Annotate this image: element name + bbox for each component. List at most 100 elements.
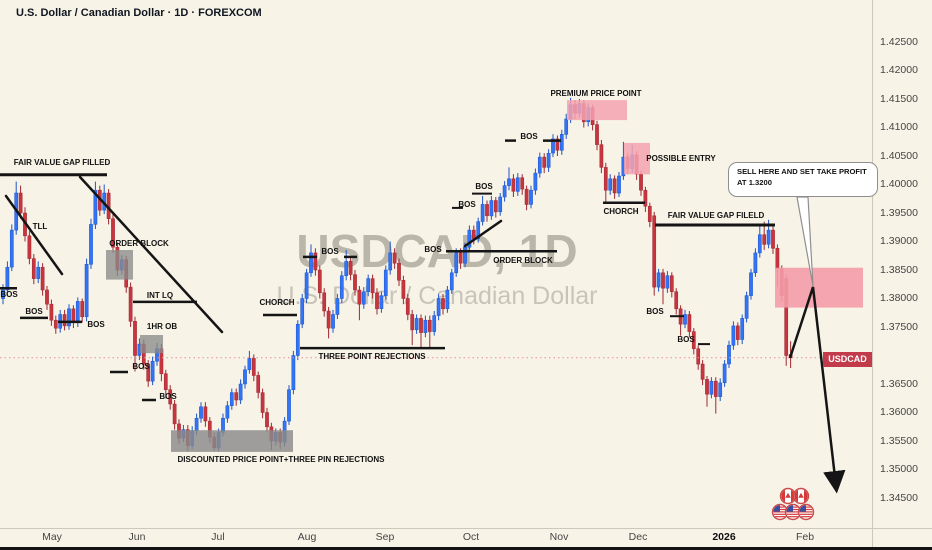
candle-up	[507, 178, 511, 186]
annotation-label[interactable]: BOS	[132, 362, 150, 371]
candle-down	[375, 292, 379, 310]
candle-down	[520, 177, 525, 190]
candle-down	[771, 229, 775, 249]
annotation-label[interactable]: BOS	[0, 290, 18, 299]
annotation-label[interactable]: CHORCH	[259, 298, 294, 307]
annotation-label[interactable]: POSSIBLE ENTRY	[646, 154, 716, 163]
candle-down	[669, 275, 674, 292]
candle-up	[454, 252, 459, 274]
time-tick-label: 2026	[712, 531, 736, 543]
annotation-label[interactable]: CHORCH	[603, 207, 638, 216]
annotation-label[interactable]: BOS	[646, 307, 664, 316]
candle-down	[524, 188, 529, 205]
annotation-label[interactable]: BOS	[677, 335, 695, 344]
annotation-label[interactable]: FAIR VALUE GAP FILLED	[14, 158, 111, 167]
candle-up	[309, 252, 313, 274]
candle-down	[705, 379, 709, 395]
candle-down	[111, 218, 115, 248]
annotation-label[interactable]: DISCOUNTED PRICE POINT+THREE PIN REJECTI…	[178, 455, 386, 464]
trendline[interactable]	[463, 219, 503, 248]
candle-up	[731, 325, 736, 346]
price-tick-label: 1.36000	[880, 406, 918, 418]
candle-up	[766, 229, 771, 245]
symbol-header-title[interactable]: U.S. Dollar / Canadian Dollar · 1D · FOR…	[16, 7, 262, 19]
usa-flag-icon	[797, 503, 815, 521]
sell-target-zone[interactable]	[775, 267, 863, 308]
candle-up	[617, 175, 621, 194]
candle-up	[150, 360, 155, 382]
candle-down	[392, 252, 397, 264]
annotation-label[interactable]: 1HR OB	[147, 322, 177, 331]
possible-entry-zone[interactable]	[624, 142, 650, 175]
candle-up	[229, 392, 234, 406]
price-tick-label: 1.38500	[880, 263, 918, 276]
candle-up	[467, 229, 472, 248]
price-tick-label: 1.41500	[880, 92, 918, 105]
annotation-label[interactable]: ORDER BLOCK	[109, 239, 169, 248]
annotation-label[interactable]: BOS	[520, 132, 538, 141]
price-axis[interactable]: CAD 1.36961 22:56:13 1.425001.420001.415…	[872, 0, 932, 528]
annotation-label[interactable]: ORDER BLOCK	[493, 256, 553, 265]
candle-down	[735, 325, 740, 340]
candle-down	[687, 314, 692, 332]
candle-down	[775, 248, 780, 270]
time-axis[interactable]: May Jun Jul Aug Sep Oct Nov Dec 2026 Feb	[0, 528, 932, 548]
candle-down	[353, 274, 357, 291]
candle-up	[744, 295, 749, 319]
candle-up	[291, 355, 296, 390]
window-bottom-edge	[0, 547, 932, 550]
discounted-price-zone[interactable]	[171, 430, 293, 452]
trendline[interactable]	[78, 175, 224, 334]
one-hour-ob-zone[interactable]	[140, 335, 163, 354]
candle-up	[449, 272, 454, 291]
candle-down	[493, 200, 498, 213]
candle-down	[485, 204, 489, 217]
candle-down	[133, 321, 137, 356]
candle-down	[146, 363, 151, 382]
candle-up	[515, 177, 520, 192]
annotation-label[interactable]: PREMIUM PRICE POINT	[550, 89, 641, 98]
candle-up	[423, 319, 428, 333]
candle-up	[537, 156, 542, 174]
premium-price-zone[interactable]	[567, 100, 627, 121]
candle-down	[18, 192, 23, 214]
annotation-label[interactable]: BOS	[424, 245, 442, 254]
candle-down	[700, 363, 705, 380]
annotation-label[interactable]: BOS	[475, 182, 493, 191]
candle-up	[749, 272, 753, 296]
annotation-label[interactable]: INT LQ	[147, 291, 173, 300]
candle-up	[727, 344, 731, 365]
annotation-label[interactable]: THREE POINT REJECTIONS	[318, 352, 426, 361]
order-block-zone[interactable]	[106, 250, 133, 280]
projection-arrow[interactable]	[788, 286, 846, 494]
candle-down	[427, 319, 432, 332]
candle-down	[762, 234, 767, 245]
candle-up	[361, 291, 366, 305]
annotation-label[interactable]: BOS	[159, 392, 177, 401]
annotation-label[interactable]: BOS	[87, 320, 105, 329]
annotation-label[interactable]: BOS	[25, 307, 43, 316]
candle-up	[199, 406, 203, 419]
sell-note-callout[interactable]: SELL HERE AND SET TAKE PROFIT AT 1.3200	[728, 162, 878, 197]
price-tick-label: 1.35000	[880, 463, 918, 475]
trendline[interactable]	[4, 194, 64, 276]
price-tick-label: 1.41000	[880, 121, 918, 133]
candle-up	[388, 252, 393, 271]
candle-up	[476, 221, 481, 239]
candle-up	[339, 275, 344, 299]
candle-up	[718, 382, 723, 397]
candle-down	[265, 412, 269, 428]
annotation-label[interactable]: TLL	[33, 222, 48, 231]
candle-up	[432, 315, 437, 332]
candle-down	[511, 178, 516, 192]
candle-down	[370, 278, 375, 294]
annotation-label[interactable]: BOS	[458, 200, 476, 209]
annotation-label[interactable]: FAIR VALUE GAP FILELD	[668, 211, 765, 220]
time-tick-label: Oct	[462, 531, 480, 543]
candle-down	[542, 156, 547, 168]
candle-up	[546, 152, 551, 168]
annotation-label[interactable]: BOS	[321, 247, 339, 256]
candle-down	[62, 314, 67, 327]
